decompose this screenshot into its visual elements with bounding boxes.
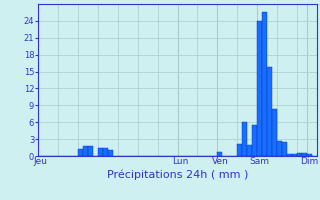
Bar: [262, 12, 267, 156]
Bar: [247, 145, 252, 156]
Bar: [257, 21, 262, 156]
Bar: [267, 67, 272, 156]
Bar: [297, 153, 302, 156]
Bar: [98, 148, 103, 156]
Bar: [83, 146, 88, 156]
Bar: [108, 150, 113, 156]
Bar: [237, 144, 242, 156]
Bar: [307, 154, 312, 156]
Bar: [302, 153, 307, 156]
Bar: [292, 154, 297, 156]
Bar: [252, 125, 257, 156]
Bar: [272, 109, 277, 156]
Bar: [282, 142, 287, 156]
Bar: [277, 141, 282, 156]
Bar: [242, 122, 247, 156]
Bar: [217, 152, 222, 156]
Bar: [103, 148, 108, 156]
Bar: [78, 149, 83, 156]
X-axis label: Précipitations 24h ( mm ): Précipitations 24h ( mm ): [107, 169, 248, 180]
Bar: [88, 146, 93, 156]
Bar: [287, 154, 292, 156]
